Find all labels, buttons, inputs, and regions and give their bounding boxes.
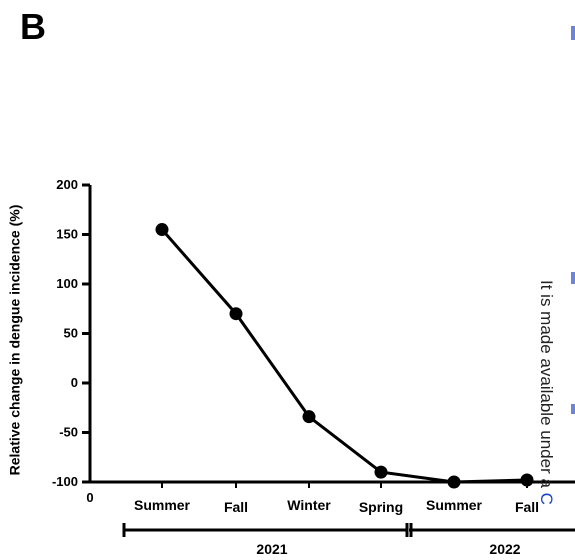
margin-mark-3	[571, 404, 575, 414]
x-tick-label: Summer	[426, 497, 483, 513]
year-label: 2022	[489, 541, 520, 557]
data-point	[374, 465, 388, 479]
series-line	[160, 228, 528, 484]
side-text-line: It is made available under a C	[536, 280, 556, 505]
side-text-plain: It is made available under a	[537, 280, 556, 493]
x-tick-label: Winter	[287, 497, 331, 513]
y-tick-label: -100	[52, 474, 78, 489]
x-tick-label: Spring	[359, 499, 403, 515]
x-tick-label: Fall	[224, 499, 248, 515]
data-point	[155, 223, 169, 237]
x-origin-label: 0	[86, 490, 93, 505]
x-tick-label: Summer	[134, 497, 191, 513]
margin-mark-2	[571, 272, 575, 284]
y-tick-label: 100	[56, 276, 78, 291]
data-point	[229, 307, 243, 321]
y-tick-label: -50	[59, 425, 78, 440]
y-tick-label: 150	[56, 227, 78, 242]
margin-mark-1	[571, 26, 575, 40]
data-point	[447, 475, 461, 489]
panel-label: B	[20, 6, 46, 47]
y-tick-label: 50	[64, 326, 78, 341]
side-text: It is made available under a C	[536, 280, 556, 560]
license-link[interactable]: C	[537, 492, 556, 505]
x-tick-label: Fall	[515, 499, 539, 515]
data-point	[302, 410, 316, 424]
y-tick-label: 0	[71, 375, 78, 390]
y-tick-label: 200	[56, 177, 78, 192]
data-point	[520, 473, 534, 487]
year-label: 2021	[256, 541, 287, 557]
